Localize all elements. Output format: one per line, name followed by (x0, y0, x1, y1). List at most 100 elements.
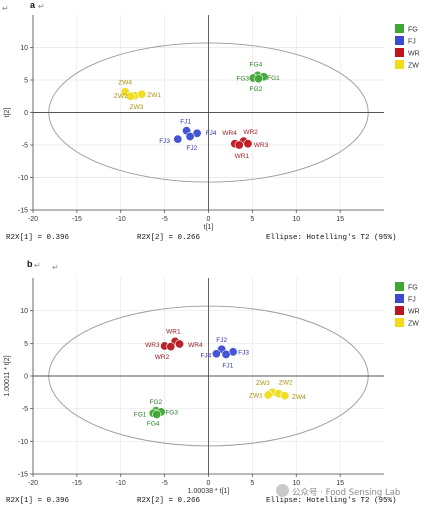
point-label-fj1: FJ1 (180, 118, 191, 125)
y-tick-label: 5 (24, 78, 28, 85)
x-tick-label: -15 (72, 216, 82, 223)
point-label-fg3: FG3 (165, 409, 178, 416)
legend-swatch-fj (395, 36, 404, 45)
legend-swatch-fj (395, 294, 404, 303)
point-label-fg4: FG4 (147, 421, 160, 428)
legend-label-fg: FG (408, 27, 418, 34)
legend-label-zw: ZW (408, 63, 419, 70)
y-tick-label: 0 (24, 110, 28, 117)
panel-a-score-plot: -20 -15 -10 -5 0 5 10 15-15-10-50510t[1]t[2]FG4… (4, 15, 420, 231)
paragraph-mark-icon: ↵ (2, 4, 9, 13)
panel-b-tag: b (27, 259, 33, 269)
legend-label-wr: WR (408, 51, 420, 58)
x-tick-label: 5 (250, 216, 254, 223)
legend-swatch-fg (395, 24, 404, 33)
point-label-zw1: ZW1 (147, 92, 161, 99)
y-axis-label: 1.00011 * t[2] (4, 355, 11, 396)
legend-label-zw: ZW (408, 321, 419, 328)
data-point-fj4 (211, 349, 221, 359)
paragraph-mark-icon: ↵ (34, 261, 41, 270)
data-point-fj1 (221, 349, 231, 359)
panel-a-r2x1: R2X[1] = 0.396 (6, 234, 70, 242)
x-tick-label: 0 (207, 480, 211, 487)
point-label-fj4: FJ4 (200, 353, 211, 360)
x-tick-label: -20 (28, 480, 38, 487)
x-tick-label: 0 (207, 216, 211, 223)
wechat-logo-icon (276, 484, 289, 497)
panel-b-r2x1: R2X[1] = 0.396 (6, 497, 70, 505)
y-tick-label: 10 (20, 308, 28, 315)
point-label-fj4: FJ4 (206, 130, 217, 137)
data-point-wr3 (243, 139, 253, 149)
y-tick-label: 10 (20, 45, 28, 52)
point-label-wr2: WR2 (243, 129, 258, 136)
point-label-wr2: WR2 (155, 354, 170, 361)
y-tick-label: -5 (22, 143, 28, 150)
point-label-fj2: FJ2 (216, 337, 227, 344)
y-tick-label: -10 (18, 439, 28, 446)
point-label-zw2: ZW2 (279, 379, 293, 386)
point-label-wr3: WR3 (254, 142, 269, 149)
legend-swatch-fg (395, 282, 404, 291)
point-label-fg1: FG1 (267, 75, 280, 82)
data-point-wr1 (234, 140, 244, 150)
x-tick-label: -10 (116, 216, 126, 223)
x-axis-label: t[1] (204, 224, 214, 231)
legend-swatch-wr (395, 306, 404, 315)
point-label-fj3: FJ3 (238, 349, 249, 356)
data-point-wr4 (175, 339, 185, 349)
data-point-fj3 (173, 134, 183, 144)
legend-label-wr: WR (408, 309, 420, 316)
x-tick-label: 15 (336, 216, 344, 223)
point-label-fj2: FJ2 (186, 145, 197, 152)
x-tick-label: 10 (292, 480, 300, 487)
panel-a-ellipse-note: Ellipse: Hotelling's T2 (95%) (266, 234, 397, 242)
point-label-zw4: ZW4 (292, 394, 306, 401)
panel-b-r2x2: R2X[2] = 0.266 (137, 497, 201, 505)
x-tick-label: -5 (162, 480, 168, 487)
watermark-text: 公众号 · Food Sensing Lab (292, 488, 401, 498)
data-point-fg4 (152, 410, 162, 420)
point-label-wr3: WR3 (145, 342, 160, 349)
legend-label-fj: FJ (408, 297, 416, 304)
point-label-fg4: FG4 (250, 61, 263, 68)
y-tick-label: -15 (18, 472, 28, 479)
point-label-fj3: FJ3 (159, 138, 170, 145)
legend-label-fg: FG (408, 285, 418, 292)
point-label-zw4: ZW4 (118, 79, 132, 86)
x-tick-label: -5 (162, 216, 168, 223)
x-tick-label: -15 (72, 480, 82, 487)
x-tick-label: 5 (250, 480, 254, 487)
x-tick-label: -20 (28, 216, 38, 223)
panel-b-ellipse-note: Ellipse: Hotelling's T2 (95%) (266, 497, 397, 505)
point-label-wr4: WR4 (188, 342, 203, 349)
point-label-fg3: FG3 (236, 76, 249, 83)
x-tick-label: 10 (292, 216, 300, 223)
point-label-zw3: ZW3 (130, 104, 144, 111)
legend-swatch-zw (395, 60, 404, 69)
data-point-fg2 (254, 74, 264, 84)
point-label-fg2: FG2 (150, 399, 163, 406)
point-label-fj1: FJ1 (222, 362, 233, 369)
point-label-zw1: ZW1 (249, 392, 263, 399)
y-tick-label: -10 (18, 175, 28, 182)
point-label-fg2: FG2 (250, 86, 263, 93)
legend-label-fj: FJ (408, 39, 416, 46)
x-tick-label: 15 (336, 480, 344, 487)
paragraph-mark-icon: ↵ (52, 263, 59, 272)
data-point-zw1 (137, 89, 147, 99)
y-tick-label: 0 (24, 374, 28, 381)
point-label-fg1: FG1 (134, 411, 147, 418)
y-axis-label: t[2] (4, 108, 11, 118)
point-label-wr1: WR1 (235, 153, 250, 160)
point-label-zw3: ZW3 (256, 380, 270, 387)
y-tick-label: -15 (18, 208, 28, 215)
legend-swatch-wr (395, 48, 404, 57)
data-point-fj2 (185, 132, 195, 142)
y-tick-label: -5 (22, 406, 28, 413)
data-point-zw3 (125, 91, 135, 101)
data-point-wr2 (166, 342, 176, 352)
point-label-wr1: WR1 (166, 328, 181, 335)
